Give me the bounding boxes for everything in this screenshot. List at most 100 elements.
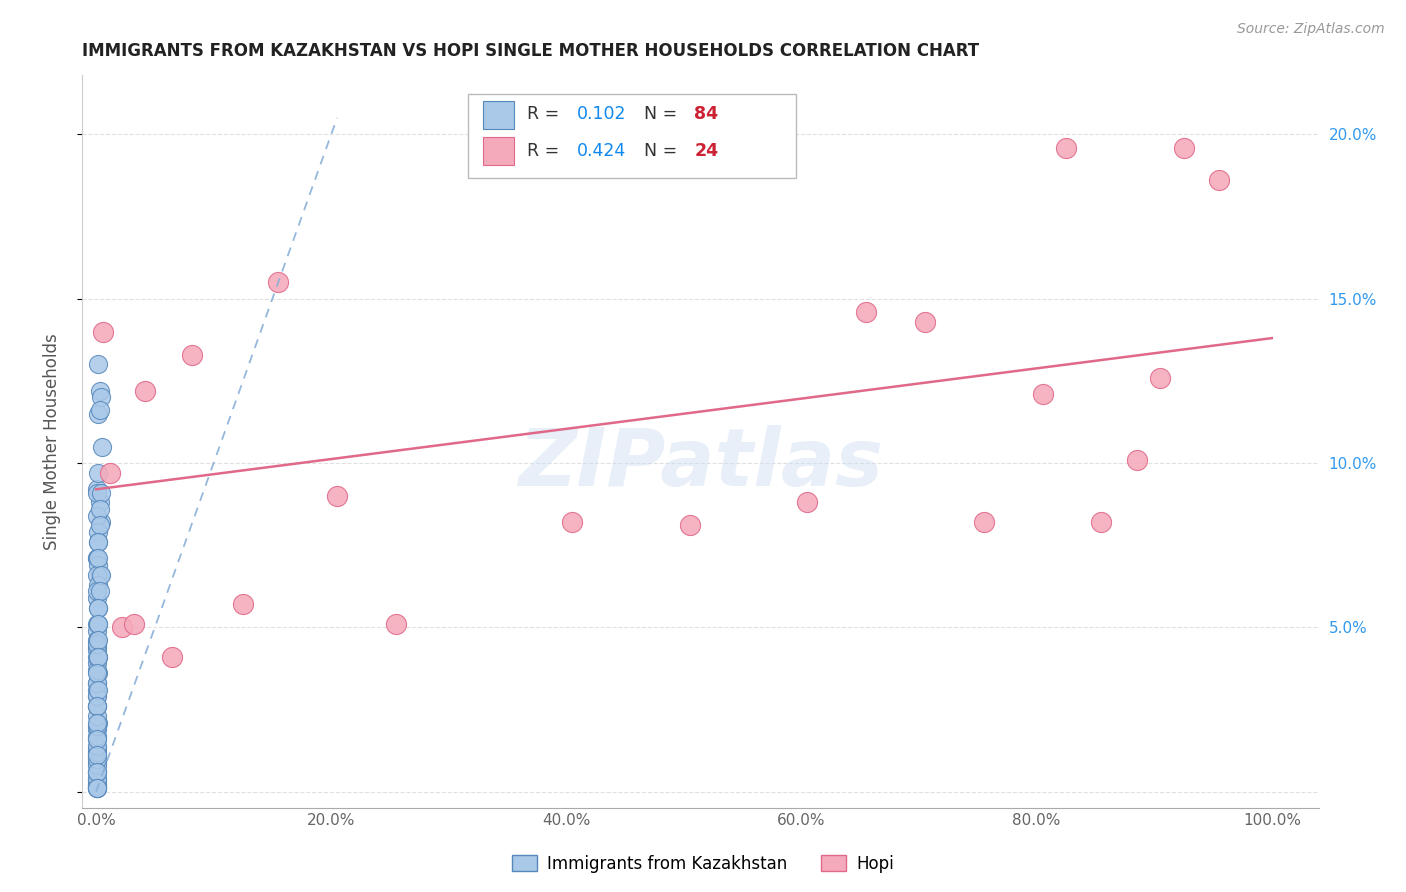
Text: 84: 84 bbox=[695, 105, 718, 123]
Point bbox=[86, 774, 108, 789]
Point bbox=[87, 524, 110, 539]
Point bbox=[87, 666, 110, 681]
Text: N =: N = bbox=[644, 142, 682, 160]
Point bbox=[90, 485, 112, 500]
Point bbox=[86, 591, 108, 605]
Point bbox=[87, 534, 110, 549]
Point bbox=[86, 676, 108, 690]
Point bbox=[561, 515, 583, 529]
Point bbox=[87, 358, 110, 372]
Point bbox=[87, 617, 110, 632]
Point bbox=[86, 709, 108, 723]
Point bbox=[86, 781, 108, 796]
Point bbox=[385, 617, 408, 632]
Point bbox=[86, 617, 108, 632]
Point bbox=[89, 495, 111, 509]
Point bbox=[86, 722, 108, 736]
Point bbox=[87, 600, 110, 615]
FancyBboxPatch shape bbox=[468, 94, 796, 178]
Point bbox=[86, 781, 108, 796]
Point bbox=[1125, 452, 1147, 467]
Point bbox=[87, 600, 110, 615]
Point bbox=[87, 577, 110, 591]
Point bbox=[86, 764, 108, 779]
Point bbox=[86, 567, 108, 582]
Y-axis label: Single Mother Households: Single Mother Households bbox=[44, 334, 60, 550]
Point bbox=[91, 440, 114, 454]
Point bbox=[162, 649, 184, 664]
Point bbox=[86, 666, 108, 681]
Point bbox=[1149, 370, 1171, 384]
Text: R =: R = bbox=[527, 142, 565, 160]
Point bbox=[89, 403, 111, 417]
Point bbox=[122, 617, 145, 632]
Point bbox=[86, 781, 108, 796]
Point bbox=[87, 633, 110, 648]
Point bbox=[86, 640, 108, 654]
Point bbox=[86, 657, 108, 671]
Legend: Immigrants from Kazakhstan, Hopi: Immigrants from Kazakhstan, Hopi bbox=[506, 848, 900, 880]
Point bbox=[1173, 140, 1195, 154]
Point bbox=[89, 518, 111, 533]
Point bbox=[86, 690, 108, 704]
Point bbox=[86, 739, 108, 753]
Point bbox=[855, 305, 877, 319]
Point bbox=[87, 682, 110, 697]
Point bbox=[86, 508, 108, 523]
Point bbox=[86, 643, 108, 657]
Point bbox=[86, 729, 108, 743]
Point bbox=[86, 752, 108, 766]
Point bbox=[86, 663, 108, 677]
Text: 0.424: 0.424 bbox=[576, 142, 626, 160]
Point bbox=[86, 748, 108, 763]
Point bbox=[87, 407, 110, 421]
Text: ZIPatlas: ZIPatlas bbox=[517, 425, 883, 502]
Text: R =: R = bbox=[527, 105, 565, 123]
Point bbox=[87, 715, 110, 730]
Point bbox=[89, 584, 111, 599]
Point bbox=[111, 620, 134, 634]
Point bbox=[91, 325, 114, 339]
Point bbox=[86, 748, 108, 763]
Point bbox=[679, 518, 702, 533]
Point bbox=[86, 764, 108, 779]
Point bbox=[86, 755, 108, 769]
Point bbox=[89, 502, 111, 516]
Point bbox=[90, 390, 112, 404]
Point bbox=[86, 633, 108, 648]
Point bbox=[86, 758, 108, 772]
Point bbox=[86, 551, 108, 566]
Point bbox=[86, 624, 108, 638]
Point bbox=[87, 617, 110, 632]
Point bbox=[1090, 515, 1112, 529]
Point bbox=[86, 764, 108, 779]
Point bbox=[86, 732, 108, 747]
Text: IMMIGRANTS FROM KAZAKHSTAN VS HOPI SINGLE MOTHER HOUSEHOLDS CORRELATION CHART: IMMIGRANTS FROM KAZAKHSTAN VS HOPI SINGL… bbox=[82, 42, 979, 60]
Point bbox=[86, 772, 108, 786]
Point bbox=[86, 719, 108, 733]
Point bbox=[86, 483, 108, 497]
Point bbox=[87, 466, 110, 480]
Point bbox=[134, 384, 156, 398]
Text: Source: ZipAtlas.com: Source: ZipAtlas.com bbox=[1237, 22, 1385, 37]
Point bbox=[86, 485, 108, 500]
Point bbox=[86, 690, 108, 704]
Point bbox=[86, 699, 108, 714]
Point bbox=[86, 699, 108, 714]
Point bbox=[86, 772, 108, 786]
Point bbox=[86, 682, 108, 697]
Text: 0.102: 0.102 bbox=[576, 105, 626, 123]
Point bbox=[86, 551, 108, 566]
FancyBboxPatch shape bbox=[482, 137, 513, 165]
Point bbox=[87, 551, 110, 566]
Point bbox=[86, 699, 108, 714]
Point bbox=[86, 781, 108, 796]
Point bbox=[914, 315, 936, 329]
Point bbox=[181, 347, 204, 361]
Point bbox=[1031, 387, 1053, 401]
Point bbox=[98, 466, 121, 480]
Point bbox=[1054, 140, 1077, 154]
Point bbox=[86, 637, 108, 651]
Point bbox=[86, 732, 108, 747]
Point bbox=[89, 384, 111, 398]
